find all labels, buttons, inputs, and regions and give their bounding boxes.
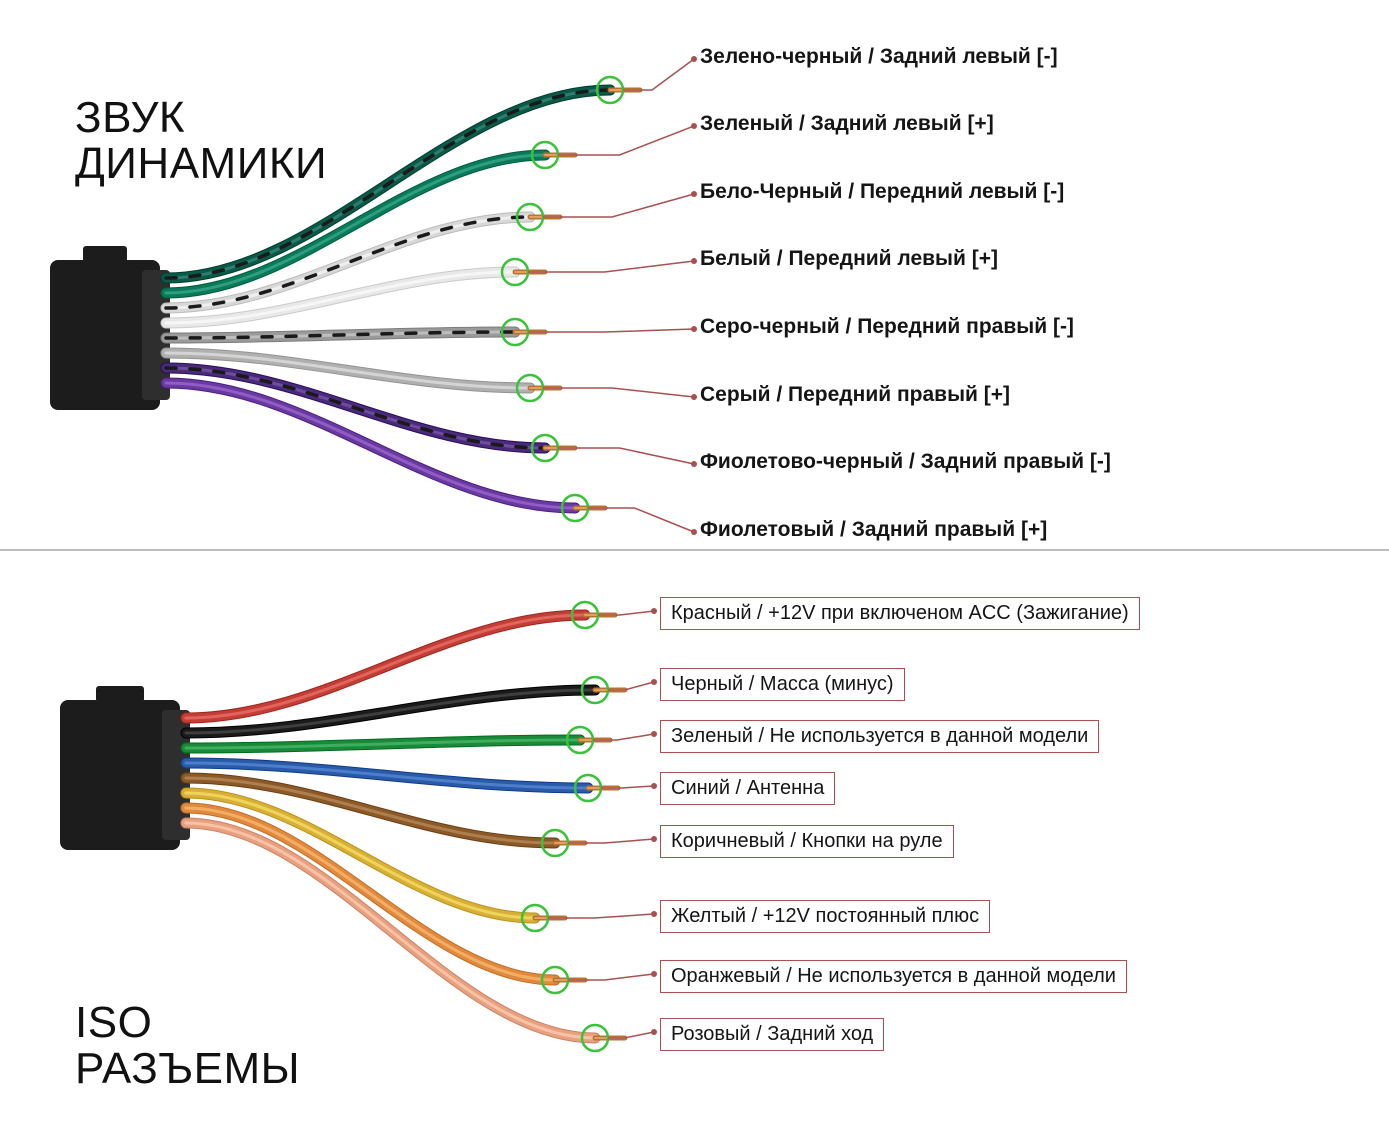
speakers-wire-3-label: Белый / Передний левый [+]	[700, 247, 998, 271]
speakers-wire-5-leader	[543, 388, 694, 397]
speakers-wire-2-label: Бело-Черный / Передний левый [-]	[700, 180, 1064, 204]
speakers-connector	[50, 246, 170, 410]
speakers-wire-2	[166, 191, 697, 308]
iso-title: ISOРАЗЪЕМЫ	[75, 1000, 300, 1092]
speakers-wire-2-leader	[543, 194, 694, 217]
speakers-wire-6-leader	[558, 448, 694, 464]
iso-title-line2: РАЗЪЕМЫ	[75, 1046, 300, 1092]
speakers-wire-4	[166, 319, 697, 345]
iso-title-line1: ISO	[75, 1000, 300, 1046]
iso-connector	[60, 686, 190, 850]
speakers-wire-4-label: Серо-черный / Передний правый [-]	[700, 315, 1074, 339]
speakers-wire-1-label: Зеленый / Задний левый [+]	[700, 112, 994, 136]
iso-wire-1-label: Черный / Масса (минус)	[660, 668, 905, 701]
speakers-wire-3-leader	[528, 261, 694, 272]
iso-wire-6-label: Оранжевый / Не используется в данной мод…	[660, 960, 1127, 993]
speakers-title-line1: ЗВУК	[75, 95, 327, 141]
speakers-wire-0-leader	[623, 59, 694, 90]
speakers-title-line2: ДИНАМИКИ	[75, 141, 327, 187]
speakers-wire-7-leader	[588, 508, 694, 532]
speakers-wire-5-label: Серый / Передний правый [+]	[700, 383, 1010, 407]
speakers-wire-7-label: Фиолетовый / Задний правый [+]	[700, 518, 1047, 542]
iso-wire-2-label: Зеленый / Не используется в данной модел…	[660, 720, 1099, 753]
iso-wire-4-label: Коричневый / Кнопки на руле	[660, 825, 954, 858]
speakers-title: ЗВУКДИНАМИКИ	[75, 95, 327, 187]
iso-wire-0-label: Красный / +12V при включеном ACC (Зажига…	[660, 597, 1140, 630]
iso-wire-3-label: Синий / Антенна	[660, 772, 835, 805]
speakers-wire-1-leader	[558, 126, 694, 155]
iso-wire-5-label: Желтый / +12V постоянный плюс	[660, 900, 990, 933]
speakers-wire-6-label: Фиолетово-черный / Задний правый [-]	[700, 450, 1111, 474]
speakers-wire-4-leader	[528, 329, 694, 332]
speakers-wire-0-label: Зелено-черный / Задний левый [-]	[700, 45, 1058, 69]
iso-wire-7-label: Розовый / Задний ход	[660, 1018, 884, 1051]
iso-wire-5	[186, 793, 657, 931]
speakers-wire-7	[166, 383, 697, 535]
